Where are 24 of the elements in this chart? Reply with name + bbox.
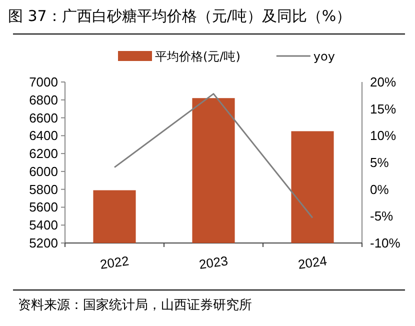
y-tick-label: 5200 — [29, 236, 58, 250]
y-tick-label: 6800 — [29, 92, 58, 108]
x-tick-label: 2023 — [198, 253, 229, 272]
text: 资料来源：国家统计局，山西证券研究所 — [18, 297, 252, 313]
y2-tick-label: 5% — [370, 155, 390, 170]
y2-tick-label: -5% — [370, 208, 394, 224]
y2-tick-label: 15% — [370, 101, 396, 116]
x-tick-label: 2022 — [99, 253, 130, 272]
y-tick-label: 6400 — [29, 128, 58, 144]
legend-label: yoy — [313, 50, 335, 64]
y-tick-label: 5600 — [29, 200, 58, 215]
y-tick-label: 6600 — [29, 110, 58, 126]
y2-tick-label: 10% — [370, 128, 396, 144]
y-tick-label: 7000 — [29, 74, 58, 90]
y2-tick-label: 20% — [370, 74, 396, 90]
y-tick-label: 6200 — [29, 146, 58, 162]
y2-tick-label: 0% — [370, 182, 390, 197]
legend-label: 平均价格(元/吨) — [155, 50, 240, 64]
x-tick-label: 2024 — [297, 253, 328, 272]
y-tick-label: 5400 — [29, 218, 58, 233]
y-tick-label: 6000 — [29, 164, 58, 179]
y2-tick-label: -10% — [370, 236, 401, 250]
y-tick-label: 5800 — [29, 182, 58, 197]
chart-title: 图 37：广西白砂糖平均价格（元/吨）及同比（%） — [8, 7, 352, 25]
